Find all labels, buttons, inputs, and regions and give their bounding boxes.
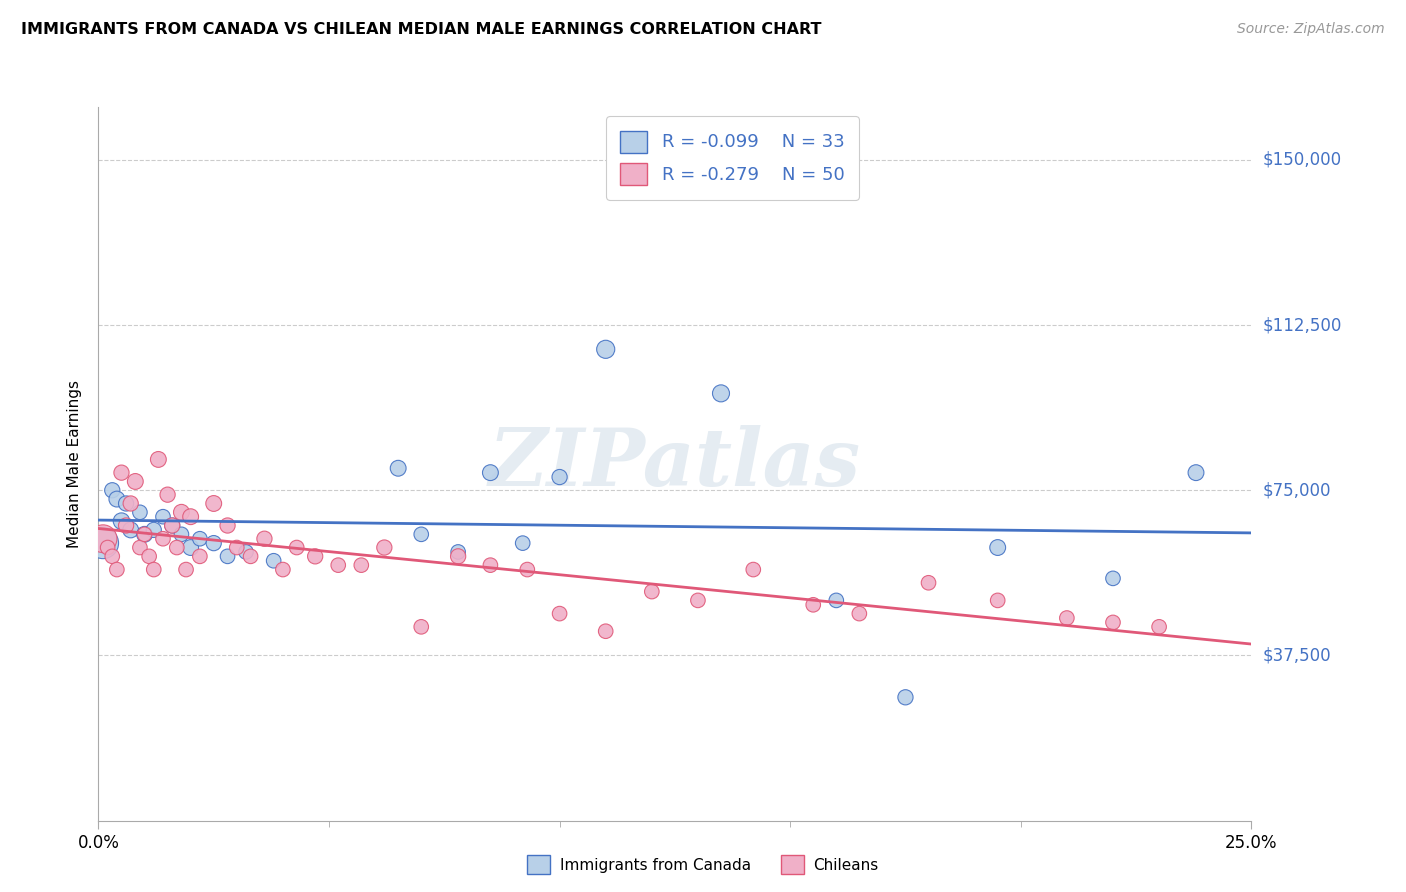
Point (170, 505, 193, 519)
Point (217, 549, 239, 564)
Point (411, 620, 433, 634)
Point (285, 541, 308, 555)
Point (134, 527, 156, 541)
Point (188, 532, 211, 546)
Point (801, 598, 824, 612)
Point (350, 558, 373, 573)
Point (641, 584, 664, 599)
Point (120, 523, 142, 537)
Point (710, 386, 733, 401)
Point (1102, 615, 1125, 630)
Point (235, 545, 257, 559)
Point (742, 563, 765, 577)
Point (217, 518, 239, 533)
Text: IMMIGRANTS FROM CANADA VS CHILEAN MEDIAN MALE EARNINGS CORRELATION CHART: IMMIGRANTS FROM CANADA VS CHILEAN MEDIAN… (21, 22, 821, 37)
Point (516, 563, 538, 577)
Point (225, 541, 247, 555)
Point (142, 563, 165, 577)
Point (202, 536, 225, 550)
Point (987, 593, 1010, 607)
Point (479, 466, 502, 480)
Point (387, 461, 409, 475)
Point (138, 549, 160, 564)
Point (142, 523, 165, 537)
Point (411, 527, 433, 541)
Text: $112,500: $112,500 (1263, 316, 1341, 334)
Point (304, 549, 326, 564)
Text: ZIPatlas: ZIPatlas (489, 425, 860, 502)
Point (101, 549, 124, 564)
Point (271, 563, 294, 577)
Point (373, 541, 395, 555)
Point (917, 575, 939, 590)
Point (180, 541, 202, 555)
Point (512, 536, 534, 550)
Text: Source: ZipAtlas.com: Source: ZipAtlas.com (1237, 22, 1385, 37)
Point (156, 488, 179, 502)
Legend: Immigrants from Canada, Chileans: Immigrants from Canada, Chileans (522, 849, 884, 880)
Point (120, 496, 142, 510)
Point (160, 518, 183, 533)
Point (595, 624, 617, 639)
Point (1056, 611, 1078, 625)
Point (548, 607, 571, 621)
Point (152, 509, 174, 524)
Point (148, 452, 170, 467)
Point (987, 541, 1010, 555)
Point (825, 593, 848, 607)
Point (202, 496, 225, 510)
Text: $75,000: $75,000 (1263, 482, 1331, 500)
Point (180, 509, 202, 524)
Point (548, 470, 571, 484)
Point (253, 532, 276, 546)
Point (894, 690, 917, 705)
Point (1185, 466, 1208, 480)
Point (110, 514, 132, 528)
Point (1147, 620, 1170, 634)
Point (160, 518, 183, 533)
Point (115, 496, 138, 510)
Point (263, 554, 285, 568)
Point (239, 549, 262, 564)
Legend: R = -0.099    N = 33, R = -0.279    N = 50: R = -0.099 N = 33, R = -0.279 N = 50 (606, 116, 859, 200)
Point (447, 549, 470, 564)
Point (91, 532, 114, 546)
Point (115, 518, 138, 533)
Text: $150,000: $150,000 (1263, 151, 1341, 169)
Point (595, 343, 617, 357)
Point (101, 483, 124, 498)
Point (170, 527, 193, 541)
Point (97, 541, 120, 555)
Point (1102, 571, 1125, 585)
Point (124, 475, 146, 489)
Point (447, 545, 470, 559)
Point (848, 607, 870, 621)
Point (129, 541, 152, 555)
Point (174, 563, 197, 577)
Point (110, 466, 132, 480)
Point (166, 541, 188, 555)
Point (686, 593, 709, 607)
Point (91, 536, 114, 550)
Point (328, 558, 350, 573)
Text: $37,500: $37,500 (1263, 647, 1331, 665)
Point (129, 505, 152, 519)
Y-axis label: Median Male Earnings: Median Male Earnings (67, 380, 83, 548)
Point (105, 492, 128, 507)
Point (479, 558, 502, 573)
Point (105, 563, 128, 577)
Point (188, 549, 211, 564)
Point (152, 532, 174, 546)
Point (134, 527, 156, 541)
